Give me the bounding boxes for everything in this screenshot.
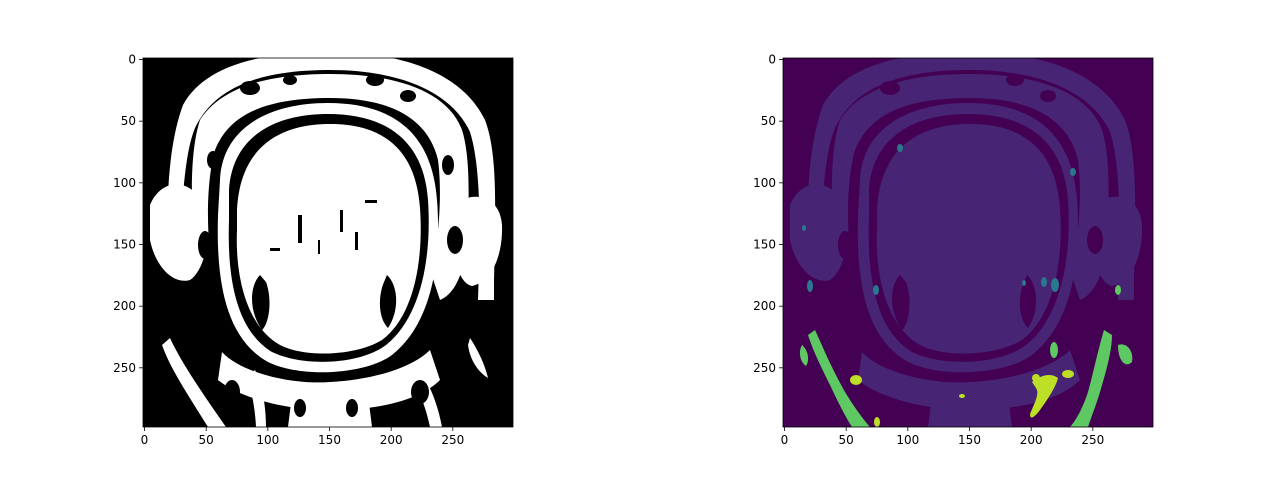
x-axis: 0 50 100 150 200 250 (141, 427, 464, 447)
y-tick-label: 100 (113, 176, 136, 190)
label-map-image (783, 58, 1153, 427)
y-tick-label: 150 (753, 238, 776, 252)
binary-mask-frame (142, 57, 514, 428)
y-tick-label: 200 (753, 299, 776, 313)
x-tick-label: 0 (781, 433, 789, 447)
binary-mask-panel: 0 50 100 150 200 250 0 50 100 150 200 250 (113, 53, 514, 447)
y-tick-label: 0 (768, 53, 776, 67)
label-class-3 (799, 285, 1133, 427)
y-tick-label: 50 (761, 114, 776, 128)
x-tick-label: 200 (380, 433, 403, 447)
y-axis: 0 50 100 150 200 250 (753, 53, 783, 375)
label-map-panel: 0 50 100 150 200 250 0 50 100 150 200 250 (753, 53, 1154, 447)
x-axis: 0 50 100 150 200 250 (781, 427, 1104, 447)
binary-mask-image (143, 58, 513, 427)
x-tick-label: 50 (839, 433, 854, 447)
x-tick-label: 100 (896, 433, 919, 447)
y-tick-label: 150 (113, 238, 136, 252)
x-tick-label: 0 (141, 433, 149, 447)
x-tick-label: 150 (318, 433, 341, 447)
y-tick-label: 250 (113, 361, 136, 375)
x-tick-label: 150 (958, 433, 981, 447)
y-tick-label: 100 (753, 176, 776, 190)
y-tick-label: 0 (128, 53, 136, 67)
label-class-2 (802, 144, 1076, 295)
y-tick-label: 250 (753, 361, 776, 375)
x-tick-label: 50 (199, 433, 214, 447)
label-map-frame (782, 57, 1154, 428)
x-tick-label: 100 (256, 433, 279, 447)
x-tick-label: 250 (441, 433, 464, 447)
y-tick-label: 50 (121, 114, 136, 128)
x-tick-label: 200 (1020, 433, 1043, 447)
label-class-4 (850, 370, 1074, 427)
y-axis: 0 50 100 150 200 250 (113, 53, 143, 375)
x-tick-label: 250 (1081, 433, 1104, 447)
y-tick-label: 200 (113, 299, 136, 313)
